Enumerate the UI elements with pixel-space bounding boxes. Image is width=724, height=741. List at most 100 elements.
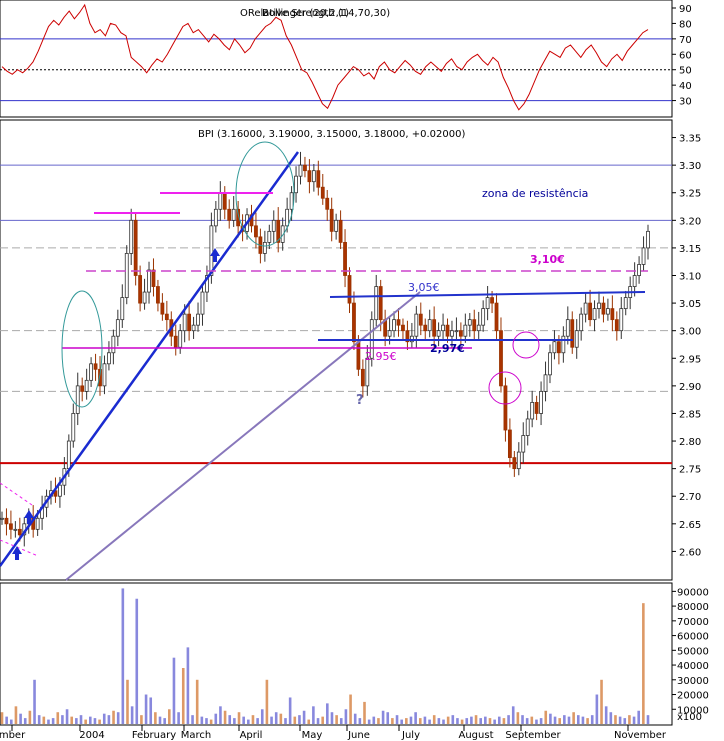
volume-bar bbox=[432, 715, 436, 724]
volume-bar bbox=[195, 679, 199, 724]
price-candle-body bbox=[574, 330, 579, 348]
price-candle-body bbox=[409, 335, 414, 343]
volume-bar bbox=[363, 701, 366, 724]
price-candle-body bbox=[84, 379, 89, 392]
price-candle-body bbox=[405, 330, 410, 343]
volume-bar bbox=[507, 715, 510, 724]
volume-bar bbox=[116, 712, 120, 724]
volume-bar bbox=[358, 718, 362, 724]
volume-bar bbox=[349, 694, 352, 724]
price-candle-body bbox=[276, 219, 281, 243]
up-arrow-icon bbox=[210, 248, 220, 262]
volume-bar bbox=[93, 718, 97, 724]
price-candle-body bbox=[138, 275, 143, 304]
price-candle-body bbox=[303, 164, 307, 172]
price-candle-body bbox=[267, 230, 272, 243]
indicator-y-tick-label: 30 bbox=[679, 97, 692, 108]
price-candle-body bbox=[423, 324, 428, 332]
volume-y-tick-label: 10000 bbox=[677, 705, 709, 716]
price-candle-body bbox=[463, 324, 468, 337]
price-candle-body bbox=[164, 313, 169, 321]
price-y-tick-label: 2.90 bbox=[679, 382, 701, 393]
volume-bar bbox=[14, 706, 18, 724]
price-candle-body bbox=[499, 330, 503, 387]
volume-bar bbox=[23, 718, 27, 724]
price-candle-body bbox=[565, 319, 570, 337]
price-candle-body bbox=[396, 319, 401, 326]
volume-y-tick-label: 30000 bbox=[677, 676, 709, 687]
volume-bar bbox=[98, 719, 101, 724]
x-tick-label: March bbox=[181, 730, 211, 741]
price-candle-body bbox=[548, 352, 552, 376]
price-candle-body bbox=[325, 197, 330, 210]
volume-bar bbox=[623, 718, 627, 724]
price-candle-body bbox=[601, 302, 606, 315]
price-title: BPI (3.16000, 3.19000, 3.15000, 3.18000,… bbox=[198, 129, 465, 140]
price-candle-body bbox=[289, 192, 294, 210]
volume-bar bbox=[400, 719, 403, 724]
volume-bar bbox=[65, 709, 69, 724]
price-candle-body bbox=[209, 225, 214, 276]
price-candle-body bbox=[476, 324, 481, 332]
volume-bar bbox=[326, 703, 329, 724]
price-candle-body bbox=[530, 402, 535, 420]
price-y-tick-label: 2.60 bbox=[679, 547, 701, 558]
volume-bar bbox=[191, 715, 194, 724]
volume-bar bbox=[33, 679, 36, 724]
volume-y-tick-label: 60000 bbox=[677, 632, 709, 643]
price-candle-body bbox=[334, 219, 339, 232]
price-candle-body bbox=[271, 219, 276, 232]
price-candle-body bbox=[414, 313, 419, 337]
price-candle-body bbox=[4, 517, 9, 525]
price-candle-body bbox=[623, 297, 628, 310]
volume-y-tick-label: 40000 bbox=[677, 661, 709, 672]
indicator-panel bbox=[0, 0, 673, 118]
volume-bar bbox=[511, 706, 515, 724]
price-candle-body bbox=[614, 319, 619, 332]
up-arrow-icon bbox=[12, 546, 22, 560]
price-candle-body bbox=[66, 440, 71, 470]
price-candle-body bbox=[583, 302, 588, 315]
volume-bar bbox=[154, 712, 157, 724]
volume-bar bbox=[279, 713, 283, 724]
price-candle-body bbox=[262, 241, 267, 254]
price-annotation: zona de resistência bbox=[482, 187, 588, 200]
price-candle-body bbox=[102, 363, 107, 387]
price-candle-body bbox=[93, 363, 98, 370]
volume-bar bbox=[84, 719, 87, 724]
magenta-dashed-channel bbox=[0, 539, 39, 557]
volume-bar bbox=[391, 718, 394, 724]
price-candle-body bbox=[436, 330, 441, 337]
price-candle-body bbox=[516, 451, 521, 470]
price-candle-body bbox=[392, 319, 396, 332]
indicator-y-tick-label: 70 bbox=[679, 35, 692, 46]
price-candle-body bbox=[0, 517, 4, 520]
price-candle-body bbox=[156, 286, 160, 304]
volume-bar bbox=[488, 718, 492, 724]
price-candle-body bbox=[9, 523, 13, 530]
volume-bar bbox=[367, 719, 371, 724]
volume-bar bbox=[223, 710, 227, 724]
price-candle-body bbox=[213, 208, 218, 227]
price-candle-body bbox=[196, 313, 200, 326]
price-candle-body bbox=[205, 275, 209, 293]
volume-bar bbox=[298, 715, 301, 724]
price-y-tick-label: 2.95 bbox=[679, 354, 701, 365]
price-candle-body bbox=[472, 319, 477, 332]
volume-bar bbox=[479, 718, 482, 724]
volume-bar bbox=[544, 710, 548, 724]
volume-bar bbox=[493, 719, 496, 724]
price-candle-body bbox=[307, 170, 312, 183]
volume-bar bbox=[168, 709, 171, 724]
volume-bar bbox=[637, 710, 641, 724]
volume-bar bbox=[576, 715, 580, 724]
volume-bar bbox=[28, 710, 32, 724]
volume-bar bbox=[293, 716, 297, 724]
price-candle-body bbox=[632, 275, 637, 287]
x-tick-label: July bbox=[401, 730, 420, 741]
price-candle-body bbox=[338, 219, 343, 243]
volume-bar bbox=[581, 716, 585, 724]
indicator-y-tick-label: 40 bbox=[679, 81, 692, 92]
volume-bar bbox=[89, 716, 92, 724]
